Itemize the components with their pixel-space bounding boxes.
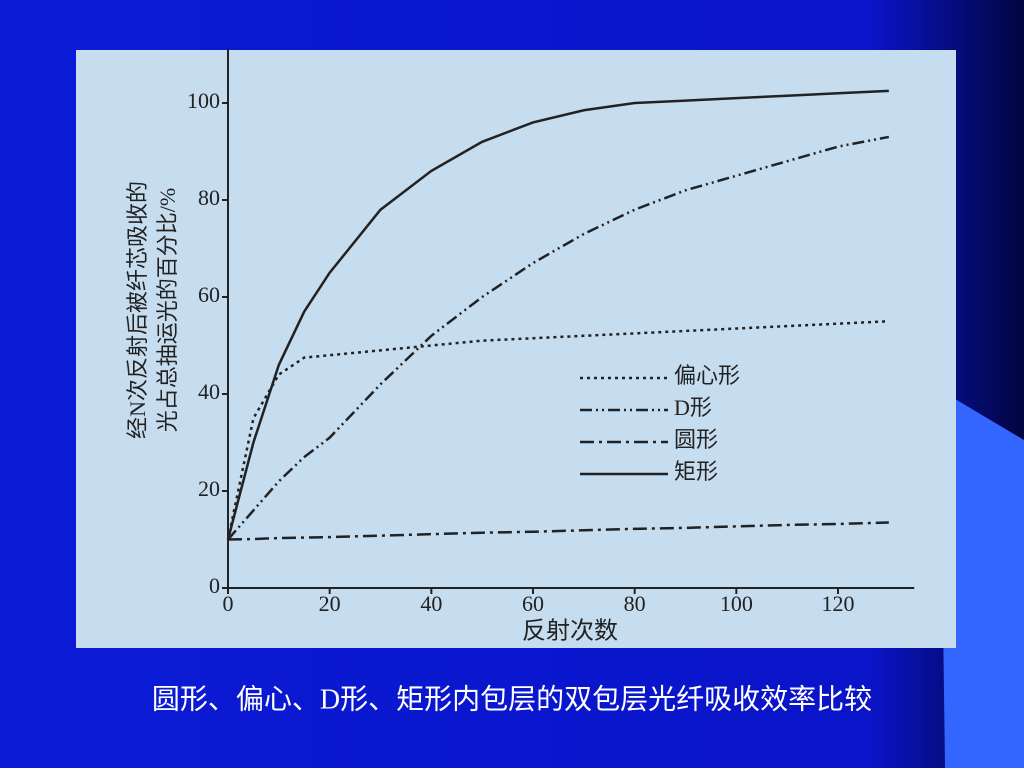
series-line — [227, 135, 890, 541]
caption: 圆形、偏心、D形、矩形内包层的双包层光纤吸收效率比较 — [152, 683, 872, 715]
y-tick-label: 20 — [198, 476, 220, 501]
legend-label: 圆形 — [674, 427, 718, 452]
x-tick-label: 20 — [319, 591, 341, 616]
x-tick-label: 0 — [223, 591, 234, 616]
x-tick-label: 80 — [624, 591, 646, 616]
y-tick-label: 60 — [198, 282, 220, 307]
y-axis-label: 经N次反射后被纤芯吸收的 — [125, 181, 150, 439]
x-tick-label: 60 — [522, 591, 544, 616]
decor-shape — [940, 390, 1024, 768]
legend-label: 矩形 — [674, 459, 718, 484]
x-tick-label: 40 — [420, 591, 442, 616]
y-tick-label: 40 — [198, 379, 220, 404]
y-tick-label: 0 — [209, 573, 220, 598]
legend-label: 偏心形 — [674, 363, 740, 388]
y-tick-label: 80 — [198, 185, 220, 210]
series-line — [226, 320, 889, 540]
legend-label: D形 — [674, 395, 712, 420]
x-tick-label: 100 — [720, 591, 753, 616]
y-tick-label: 100 — [187, 88, 220, 113]
x-tick-label: 120 — [822, 591, 855, 616]
series-line — [226, 89, 889, 540]
y-axis-label: 光占总抽运光的百分比/% — [155, 188, 180, 432]
x-axis-label: 反射次数 — [522, 618, 618, 645]
series-line — [227, 521, 889, 541]
chart-image — [76, 50, 956, 648]
